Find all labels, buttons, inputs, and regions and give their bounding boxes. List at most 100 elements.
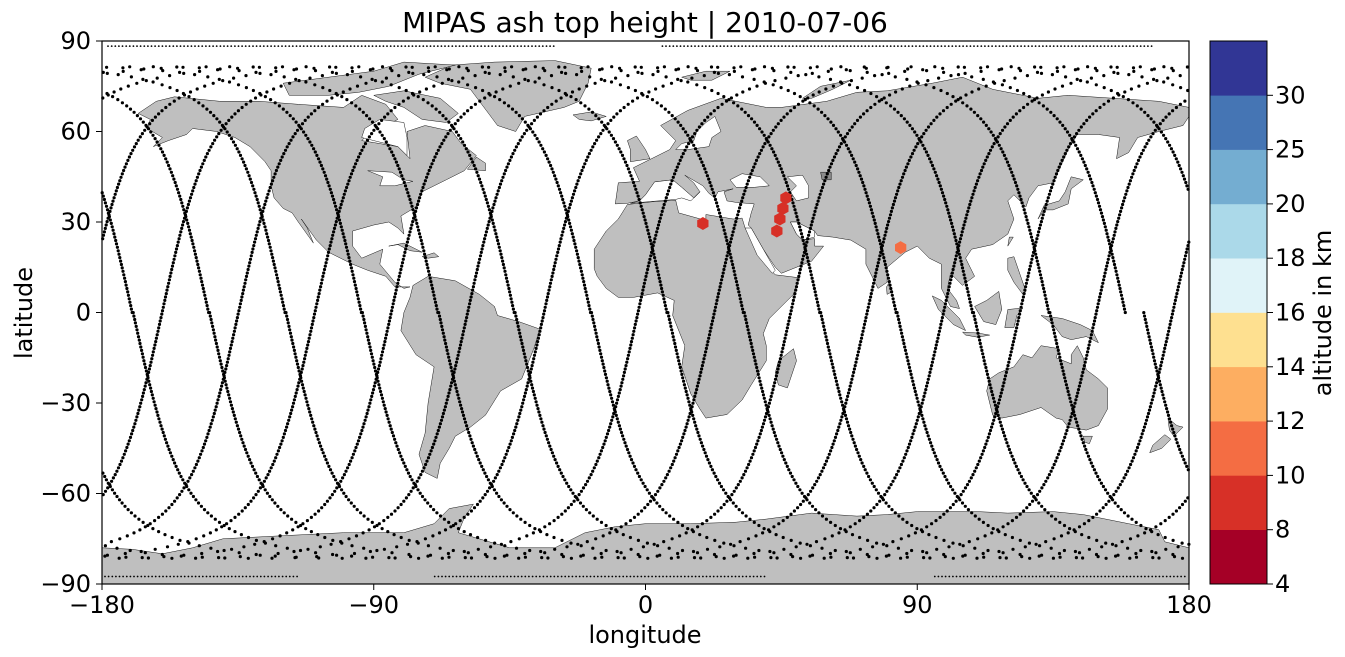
orbit-sample-point	[488, 93, 492, 97]
orbit-sample-point	[869, 208, 874, 212]
orbit-sample-point	[569, 488, 573, 492]
orbit-sample-point	[821, 466, 826, 470]
orbit-sample-point	[1162, 396, 1166, 400]
orbit-sample-point	[205, 435, 209, 439]
colorbar-tick-label: 30	[1275, 81, 1306, 109]
orbit-sample-point	[815, 479, 819, 483]
orbit-sample-point	[854, 360, 858, 364]
orbit-sample-point	[606, 122, 610, 126]
orbit-sample-point	[591, 145, 595, 149]
orbit-sample-point	[158, 319, 162, 323]
orbit-sample-point	[519, 338, 523, 342]
orbit-sample-point	[433, 45, 435, 47]
orbit-sample-point	[214, 405, 218, 409]
orbit-sample-point	[768, 398, 772, 402]
orbit-sample-point	[530, 386, 535, 390]
orbit-sample-point	[502, 554, 506, 558]
orbit-sample-point	[1018, 538, 1022, 543]
orbit-sample-point	[709, 65, 714, 69]
orbit-sample-point	[878, 499, 882, 503]
orbit-sample-point	[1121, 45, 1124, 47]
orbit-sample-point	[1054, 172, 1059, 176]
orbit-sample-point	[909, 372, 913, 376]
orbit-sample-point	[509, 540, 513, 544]
orbit-sample-point	[647, 232, 651, 236]
orbit-sample-point	[436, 428, 440, 433]
land-japan	[1037, 176, 1084, 220]
orbit-sample-point	[630, 177, 634, 181]
orbit-sample-point	[1180, 502, 1185, 507]
orbit-sample-point	[663, 300, 667, 304]
orbit-sample-point	[1122, 307, 1127, 311]
orbit-sample-point	[308, 410, 312, 414]
orbit-sample-point	[961, 489, 965, 493]
orbit-sample-point	[430, 445, 434, 450]
orbit-sample-point	[447, 391, 451, 395]
orbit-sample-point	[333, 201, 337, 205]
orbit-sample-point	[258, 220, 262, 224]
orbit-sample-point	[246, 267, 250, 272]
orbit-sample-point	[654, 233, 658, 237]
orbit-sample-point	[927, 437, 932, 441]
orbit-sample-point	[534, 400, 538, 404]
orbit-sample-point	[263, 202, 267, 207]
orbit-sample-point	[476, 535, 480, 540]
orbit-sample-point	[557, 65, 561, 69]
orbit-sample-point	[505, 449, 510, 453]
orbit-sample-point	[722, 541, 726, 545]
orbit-sample-point	[437, 575, 440, 578]
orbit-sample-point	[842, 410, 847, 414]
orbit-sample-point	[1079, 153, 1083, 157]
orbit-sample-point	[349, 501, 353, 505]
orbit-sample-point	[1134, 449, 1138, 453]
orbit-sample-point	[506, 162, 510, 166]
orbit-sample-point	[471, 285, 475, 289]
orbit-sample-point	[906, 359, 910, 363]
orbit-sample-point	[692, 417, 696, 421]
orbit-sample-point	[863, 468, 867, 472]
orbit-sample-point	[285, 314, 289, 318]
orbit-sample-point	[124, 449, 128, 453]
orbit-sample-point	[1010, 519, 1015, 523]
orbit-sample-point	[662, 202, 666, 207]
orbit-sample-point	[1077, 551, 1082, 555]
land-australia	[986, 345, 1108, 431]
orbit-sample-point	[279, 84, 283, 88]
orbit-sample-point	[273, 101, 277, 105]
orbit-sample-point	[720, 221, 725, 225]
orbit-sample-point	[846, 424, 851, 428]
orbit-sample-point	[328, 496, 332, 500]
orbit-sample-point	[230, 45, 233, 47]
orbit-sample-point	[1033, 249, 1037, 253]
orbit-sample-point	[782, 340, 786, 344]
orbit-sample-point	[781, 519, 785, 523]
orbit-sample-point	[766, 45, 769, 47]
orbit-sample-point	[1044, 540, 1048, 544]
orbit-sample-point	[752, 355, 756, 359]
orbit-sample-point	[187, 228, 192, 232]
orbit-sample-point	[766, 410, 770, 414]
orbit-sample-point	[312, 66, 316, 70]
orbit-sample-point	[484, 45, 486, 47]
orbit-sample-point	[217, 352, 221, 356]
orbit-sample-point	[423, 498, 427, 502]
orbit-sample-point	[595, 459, 599, 463]
orbit-sample-point	[619, 551, 623, 555]
orbit-sample-point	[505, 553, 509, 557]
orbit-sample-point	[782, 547, 786, 551]
orbit-sample-point	[737, 290, 741, 294]
orbit-sample-point	[1105, 261, 1110, 265]
orbit-sample-point	[466, 150, 470, 154]
orbit-sample-point	[908, 369, 912, 373]
orbit-sample-point	[584, 483, 588, 487]
orbit-sample-point	[274, 269, 278, 273]
orbit-sample-point	[590, 314, 594, 318]
orbit-sample-point	[961, 269, 965, 273]
orbit-sample-point	[361, 531, 365, 535]
orbit-sample-point	[926, 153, 930, 157]
orbit-sample-point	[687, 142, 691, 146]
orbit-sample-point	[810, 504, 815, 508]
orbit-sample-point	[751, 452, 755, 456]
orbit-sample-point	[461, 413, 466, 417]
orbit-sample-point	[418, 90, 422, 94]
